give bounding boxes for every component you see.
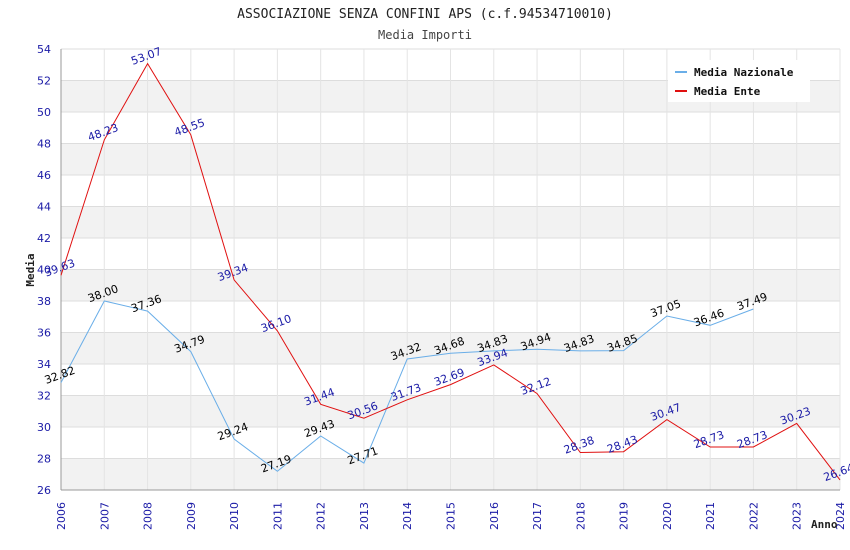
x-tick-label: 2023 [791, 502, 804, 530]
legend-label: Media Nazionale [694, 66, 794, 79]
y-tick-label: 54 [37, 43, 51, 56]
x-tick-label: 2010 [228, 502, 241, 530]
y-tick-label: 42 [37, 232, 51, 245]
x-tick-labels: 2006 2007 2008 2009 2010 2011 2012 2013 2014 2015… [55, 502, 847, 530]
x-tick-label: 2019 [618, 502, 631, 530]
x-tick-label: 2021 [704, 502, 717, 530]
y-tick-label: 50 [37, 106, 51, 119]
y-tick-label: 46 [37, 169, 51, 182]
data-label: 36.46 [692, 306, 726, 329]
x-tick-label: 2024 [834, 502, 847, 530]
data-label: 48.23 [86, 121, 120, 144]
y-tick-label: 44 [37, 201, 51, 214]
x-tick-label: 2015 [445, 502, 458, 530]
chart-subtitle: Media Importi [378, 28, 472, 42]
y-tick-label: 38 [37, 295, 51, 308]
x-tick-label: 2008 [142, 502, 155, 530]
data-label: 28.73 [735, 428, 769, 451]
y-tick-label: 34 [37, 358, 51, 371]
data-label: 32.12 [519, 375, 553, 398]
series-lines [60, 62, 841, 481]
x-tick-label: 2013 [358, 502, 371, 530]
legend-label: Media Ente [694, 85, 761, 98]
y-tick-label: 32 [37, 390, 51, 403]
series-line [60, 300, 754, 472]
data-label: 28.43 [605, 433, 639, 456]
data-label: 48.55 [173, 116, 207, 139]
axes [60, 49, 840, 491]
y-axis-label: Media [24, 253, 37, 286]
x-tick-label: 2009 [185, 502, 198, 530]
x-tick-label: 2011 [271, 502, 284, 530]
legend: Media Nazionale Media Ente [668, 60, 810, 102]
data-label: 28.73 [692, 428, 726, 451]
y-tick-label: 36 [37, 327, 51, 340]
x-tick-label: 2012 [315, 502, 328, 530]
y-tick-labels: 26 28 30 32 34 36 38 40 42 44 46 48 50 52 54 [37, 43, 51, 497]
x-axis-label: Anno [811, 518, 838, 531]
x-tick-label: 2016 [488, 502, 501, 530]
y-tick-label: 28 [37, 453, 51, 466]
legend-box [668, 60, 810, 102]
x-tick-label: 2006 [55, 502, 68, 530]
x-tick-label: 2022 [747, 502, 760, 530]
chart-title: ASSOCIAZIONE SENZA CONFINI APS (c.f.9453… [237, 7, 613, 22]
y-tick-label: 30 [37, 421, 51, 434]
data-label: 53.07 [129, 45, 163, 68]
x-tick-label: 2020 [661, 502, 674, 530]
data-label: 28.38 [562, 434, 596, 457]
y-tick-label: 48 [37, 138, 51, 151]
y-tick-label: 26 [37, 484, 51, 497]
y-tick-label: 52 [37, 75, 51, 88]
x-tick-label: 2007 [98, 502, 111, 530]
y-tick-label: 40 [37, 264, 51, 277]
x-tick-label: 2014 [401, 502, 414, 530]
series-line [60, 62, 841, 481]
x-tick-label: 2017 [531, 502, 544, 530]
x-tick-label: 2018 [574, 502, 587, 530]
